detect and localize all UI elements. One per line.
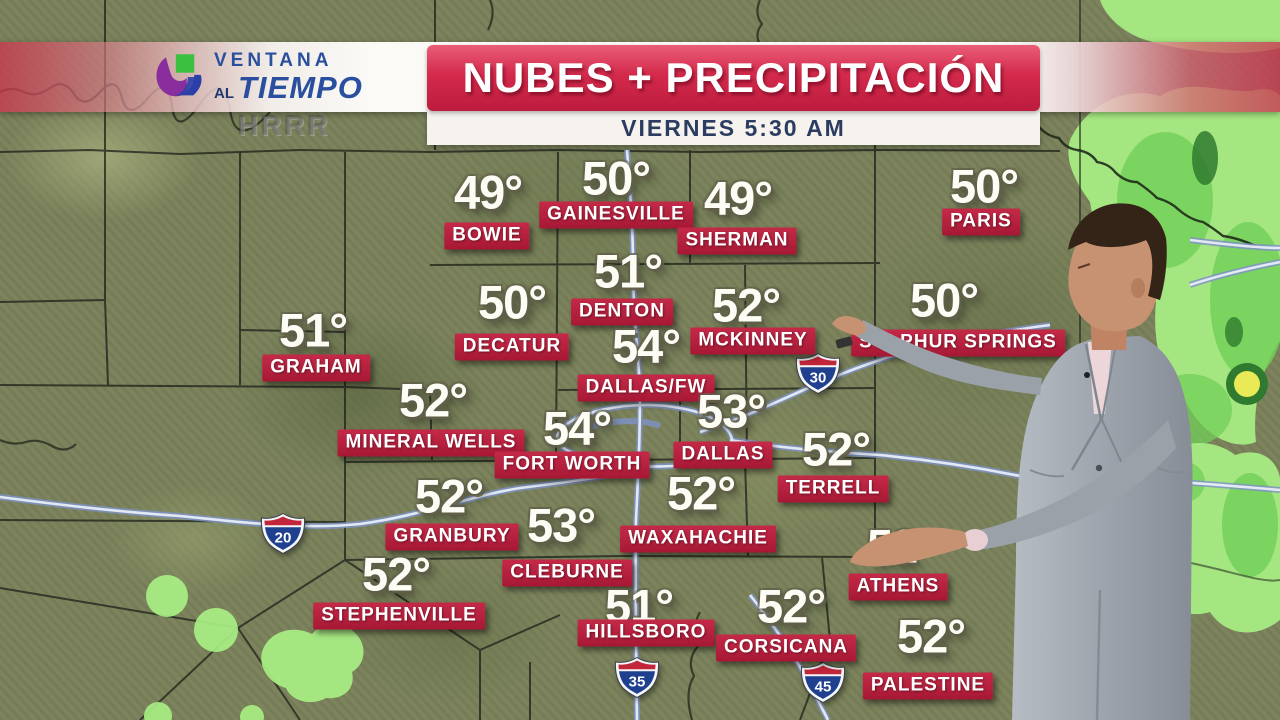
interstate-shield-icon: 35 bbox=[614, 656, 660, 704]
forecast-time-strip: VIERNES 5:30 AM bbox=[427, 111, 1040, 145]
city-badge: CORSICANA bbox=[715, 634, 857, 662]
model-watermark: HRRR bbox=[238, 110, 331, 141]
temp-reading: 52° bbox=[361, 547, 431, 601]
temp-reading: 54° bbox=[542, 401, 612, 455]
logo-line1: VENTANA bbox=[214, 50, 333, 71]
logo-al: AL bbox=[214, 85, 234, 102]
svg-text:20: 20 bbox=[275, 530, 292, 547]
temp-reading: 50° bbox=[581, 151, 651, 205]
segment-title-box: NUBES + PRECIPITACIÓN bbox=[427, 45, 1040, 111]
svg-text:45: 45 bbox=[815, 679, 832, 696]
city-badge: SHERMAN bbox=[677, 227, 797, 255]
temp-reading: 52° bbox=[801, 422, 871, 476]
city-badge: CLEBURNE bbox=[502, 559, 632, 587]
city-badge: HILLSBORO bbox=[577, 619, 715, 647]
city-badge: PARIS bbox=[942, 208, 1020, 236]
city-badge: TERRELL bbox=[777, 475, 889, 503]
city-badge: DECATUR bbox=[454, 333, 570, 361]
city-badge: ATHENS bbox=[848, 573, 948, 601]
svg-text:35: 35 bbox=[629, 674, 646, 691]
svg-text:30: 30 bbox=[810, 370, 827, 387]
temp-reading: 52° bbox=[666, 466, 736, 520]
temp-reading: 50° bbox=[949, 159, 1019, 213]
city-badge: FORT WORTH bbox=[494, 451, 650, 479]
temp-reading: 49° bbox=[703, 171, 773, 225]
city-badge: BOWIE bbox=[444, 222, 530, 250]
city-badge: WAXAHACHIE bbox=[620, 525, 776, 553]
temp-reading: 53° bbox=[696, 384, 766, 438]
temp-reading: 52° bbox=[866, 519, 936, 573]
city-badge: GAINESVILLE bbox=[539, 201, 693, 229]
logo-block: VENTANA AL TIEMPO bbox=[152, 46, 363, 108]
interstate-shield-icon: 45 bbox=[800, 661, 846, 709]
temp-reading: 51° bbox=[593, 244, 663, 298]
red-river bbox=[1034, 121, 1261, 250]
temp-reading: 49° bbox=[453, 165, 523, 219]
city-badge: DALLAS/FW bbox=[577, 374, 715, 402]
city-badge: MCKINNEY bbox=[690, 327, 816, 355]
temp-reading: 50° bbox=[477, 275, 547, 329]
temp-reading: 53° bbox=[526, 498, 596, 552]
city-badge: GRANBURY bbox=[385, 523, 519, 551]
city-badge: DENTON bbox=[571, 298, 673, 326]
temp-reading: 52° bbox=[896, 609, 966, 663]
city-badge: DALLAS bbox=[673, 441, 773, 469]
forecast-time: VIERNES 5:30 AM bbox=[621, 114, 846, 141]
temp-reading: 50° bbox=[909, 273, 979, 327]
temp-reading: 52° bbox=[756, 579, 826, 633]
logo-tiempo: TIEMPO bbox=[238, 70, 363, 105]
temp-reading: 52° bbox=[398, 373, 468, 427]
city-badge: PALESTINE bbox=[862, 672, 994, 700]
segment-title: NUBES + PRECIPITACIÓN bbox=[462, 54, 1005, 101]
temp-reading: 54° bbox=[611, 319, 681, 373]
temp-reading: 51° bbox=[278, 303, 348, 357]
city-badge: STEPHENVILLE bbox=[313, 602, 485, 630]
city-badge: GRAHAM bbox=[262, 354, 370, 382]
temp-reading: 52° bbox=[414, 469, 484, 523]
univision-logo-icon bbox=[156, 54, 202, 97]
interstate-shield-icon: 20 bbox=[260, 512, 306, 560]
temp-reading: 52° bbox=[711, 278, 781, 332]
city-badge: MINERAL WELLS bbox=[337, 429, 525, 457]
interstate-shield-icon: 30 bbox=[795, 352, 841, 400]
city-badge: SULPHUR SPRINGS bbox=[851, 329, 1065, 357]
